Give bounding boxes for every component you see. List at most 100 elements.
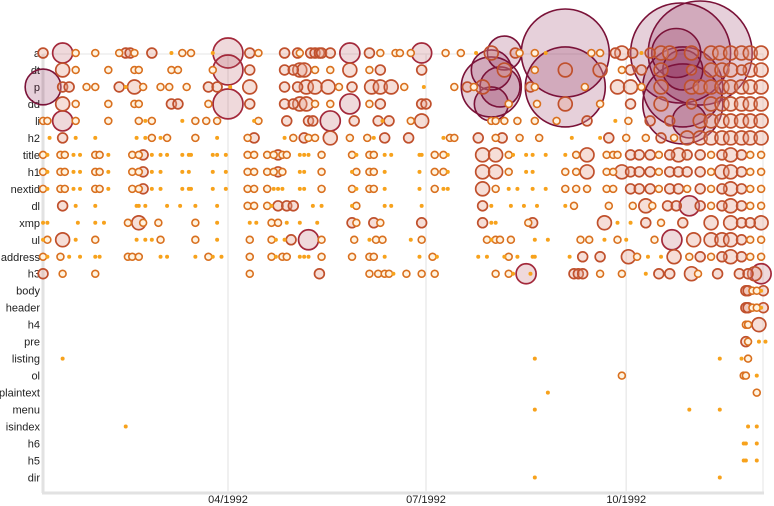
bubble-h3 bbox=[595, 269, 605, 279]
bubble-ul bbox=[349, 235, 359, 245]
bubble-ul bbox=[90, 235, 100, 245]
bubble-h2 bbox=[215, 135, 220, 140]
bubble-xmp bbox=[677, 217, 689, 229]
bubble-title bbox=[716, 149, 728, 161]
bubble-nextid bbox=[756, 184, 766, 194]
bubble-h2 bbox=[73, 135, 78, 140]
bubble-ul bbox=[41, 237, 46, 242]
bubble-address bbox=[193, 254, 198, 259]
bubble-dd bbox=[204, 99, 213, 109]
bubble-address bbox=[165, 254, 170, 259]
bubble-title bbox=[249, 150, 259, 160]
bubble-dl bbox=[419, 203, 424, 208]
bubble-h6 bbox=[754, 441, 759, 446]
bubble-ul bbox=[408, 237, 413, 242]
bubble-h2 bbox=[722, 130, 739, 146]
bubble-dd bbox=[212, 88, 244, 120]
bubble-a bbox=[661, 45, 678, 61]
bubble-h2 bbox=[669, 133, 679, 143]
bubble-address bbox=[745, 252, 755, 262]
bubble-h1 bbox=[210, 169, 215, 174]
bubble-p bbox=[622, 79, 639, 95]
bubble-dl bbox=[521, 203, 526, 208]
y-tick-label: dl bbox=[31, 201, 40, 213]
bubble-h1 bbox=[417, 169, 422, 174]
bubble-nextid bbox=[149, 186, 154, 191]
bubble-dl bbox=[661, 200, 674, 212]
bubble-dl bbox=[569, 201, 579, 211]
bubble-p bbox=[156, 82, 165, 92]
bubble-h3 bbox=[491, 269, 500, 279]
bubble-h1 bbox=[530, 169, 535, 174]
bubble-nextid bbox=[78, 186, 83, 191]
bubble-dt bbox=[104, 65, 113, 75]
bubble-h1 bbox=[269, 167, 278, 177]
bubble-pre bbox=[756, 339, 761, 344]
bubble-p bbox=[653, 79, 669, 95]
bubble-address bbox=[594, 251, 606, 263]
bubble-h3 bbox=[711, 267, 724, 280]
bubble-dl bbox=[716, 200, 728, 212]
bubble-ul bbox=[756, 235, 766, 245]
bubble-dl bbox=[534, 203, 539, 208]
bubble-dt bbox=[530, 65, 540, 75]
bubble-p bbox=[383, 79, 399, 95]
bubble-p bbox=[90, 82, 100, 92]
bubble-address bbox=[735, 251, 748, 263]
bubble-li bbox=[413, 113, 430, 129]
bubble-h3 bbox=[402, 269, 411, 279]
bubble-xmp bbox=[154, 218, 163, 228]
bubble-nextid bbox=[694, 183, 706, 195]
y-tick-label: pre bbox=[24, 337, 40, 349]
bubble-ul bbox=[613, 235, 622, 245]
bubble-dt bbox=[722, 62, 739, 78]
bubble-h1 bbox=[633, 166, 646, 178]
bubble-h2 bbox=[134, 135, 139, 140]
bubble-h1 bbox=[445, 169, 450, 174]
bubble-dd bbox=[703, 96, 719, 112]
bubble-li bbox=[742, 113, 759, 129]
bubble-dl bbox=[310, 203, 315, 208]
bubble-p bbox=[63, 81, 75, 93]
y-tick-label: h5 bbox=[28, 456, 40, 468]
bubble-xmp bbox=[41, 220, 46, 225]
bubble-title bbox=[78, 152, 83, 157]
bubble-a bbox=[186, 48, 196, 58]
x-tick-label: 04/1992 bbox=[208, 494, 248, 506]
bubble-dl bbox=[136, 203, 141, 208]
bubble-a bbox=[474, 51, 479, 55]
bubble-a bbox=[595, 48, 605, 58]
bubble-nextid bbox=[644, 183, 656, 195]
bubble-dd bbox=[172, 98, 184, 110]
bubble-dl bbox=[350, 203, 355, 208]
bubble-li bbox=[319, 110, 342, 132]
bubble-dl bbox=[193, 203, 198, 208]
bubble-xmp bbox=[656, 218, 666, 228]
bubble-h1 bbox=[694, 166, 706, 178]
bubble-nextid bbox=[382, 186, 387, 191]
bubble-dd bbox=[310, 99, 320, 109]
bubble-p bbox=[307, 79, 323, 95]
bubble-p bbox=[421, 84, 426, 89]
x-tick-label: 07/1992 bbox=[406, 494, 446, 506]
bubble-nextid bbox=[262, 184, 272, 194]
bubble-address bbox=[317, 252, 326, 262]
bubble-dt bbox=[685, 64, 698, 76]
bubble-a bbox=[178, 48, 187, 58]
bubble-dl bbox=[604, 201, 614, 211]
bubble-a bbox=[515, 48, 524, 58]
bubble-nextid bbox=[716, 183, 728, 195]
bubble-a bbox=[169, 51, 174, 55]
bubble-h2 bbox=[679, 130, 695, 146]
bubble-dd bbox=[532, 99, 542, 109]
bubble-title bbox=[524, 152, 529, 157]
y-tick-label: address bbox=[1, 252, 41, 264]
bubble-dl bbox=[489, 203, 494, 208]
bubble-title bbox=[633, 149, 646, 161]
bubble-title bbox=[369, 150, 379, 160]
bubble-dl bbox=[756, 201, 766, 211]
bubble-nextid bbox=[543, 186, 548, 191]
bubble-title bbox=[389, 152, 394, 157]
bubble-li bbox=[383, 115, 395, 127]
bubble-dt bbox=[635, 64, 648, 76]
